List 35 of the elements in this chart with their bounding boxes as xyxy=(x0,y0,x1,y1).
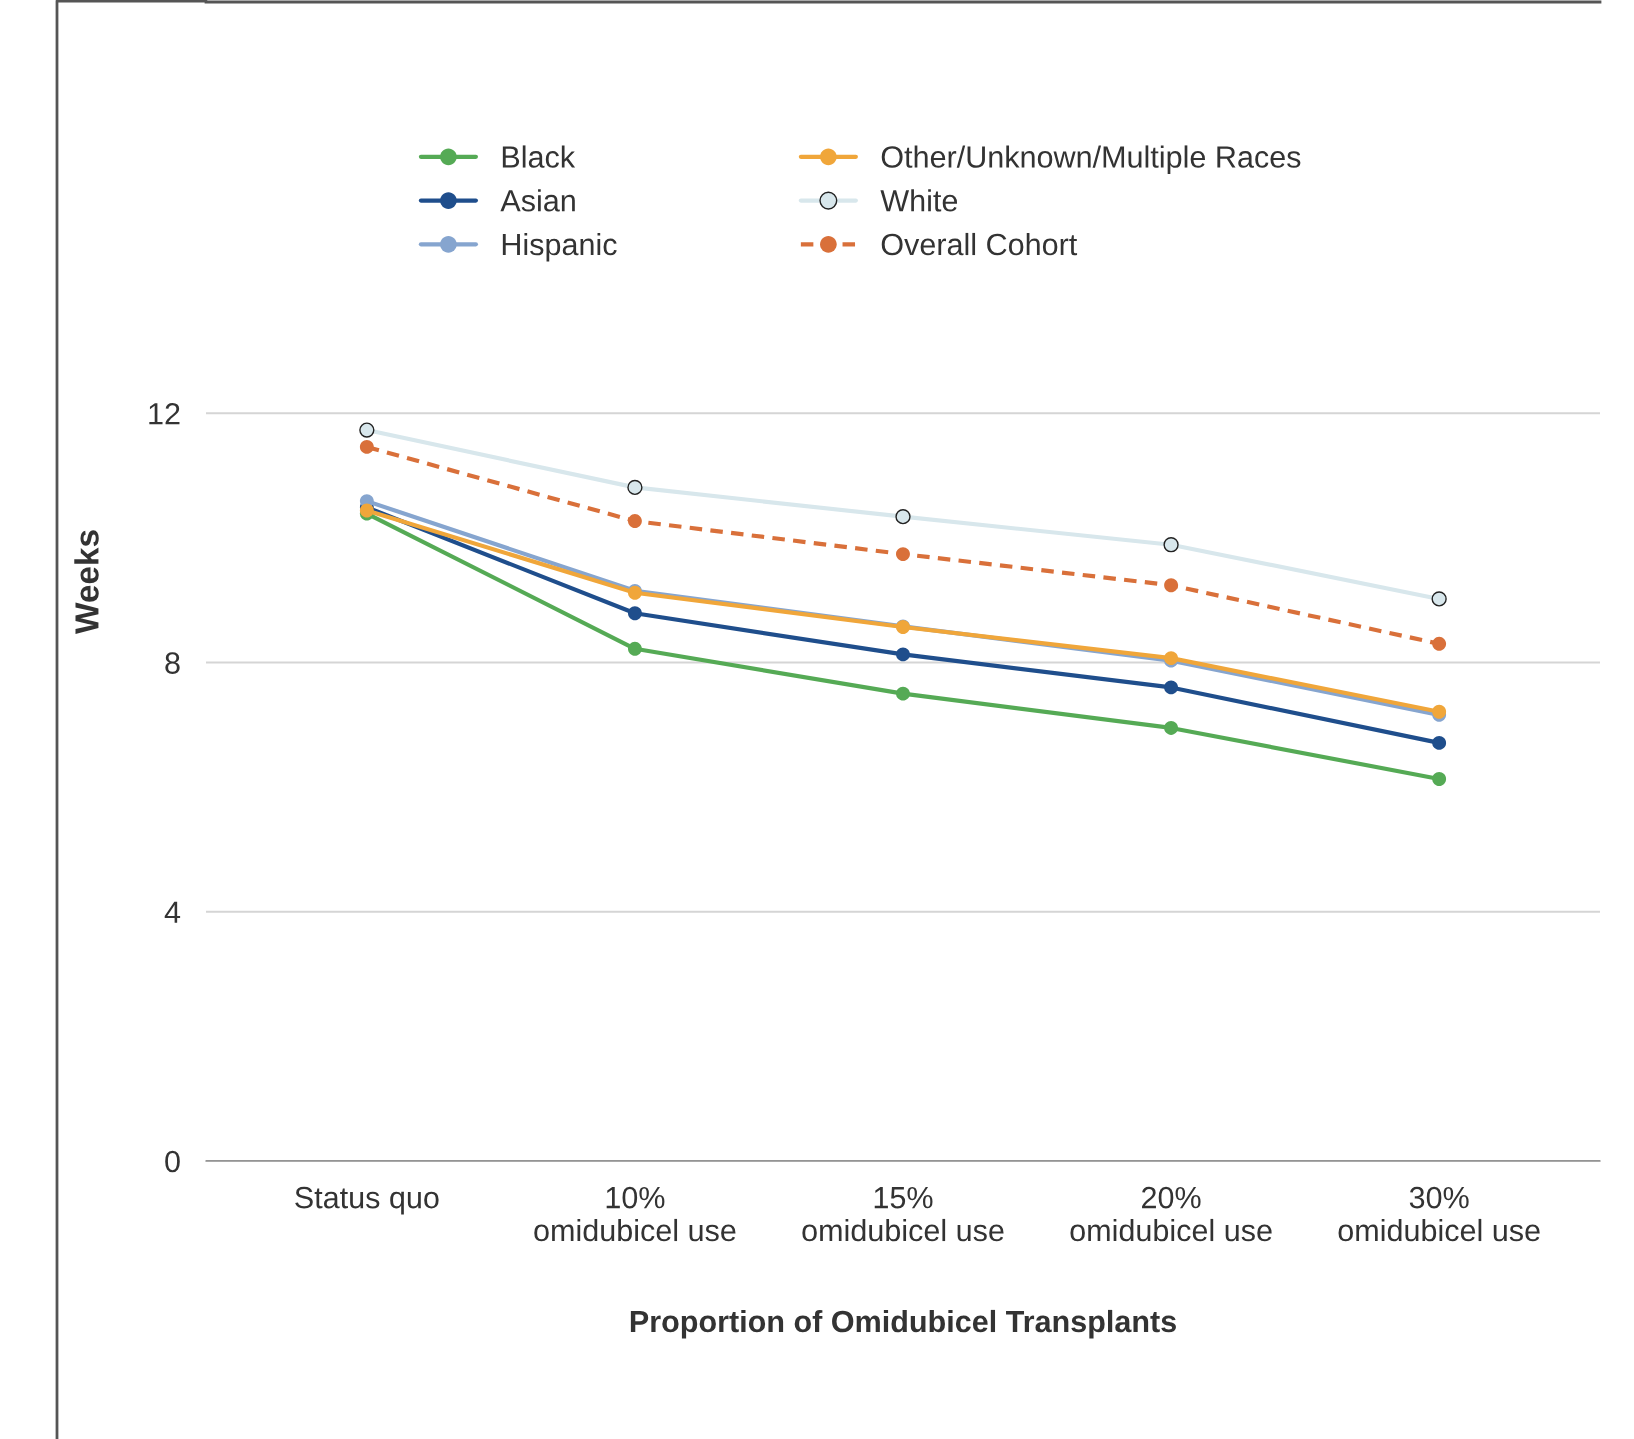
legend-label: White xyxy=(880,189,958,212)
point xyxy=(896,547,910,562)
legend-label: Hispanic xyxy=(502,232,617,262)
legend-label: Other/Unknown/Multiple Races xyxy=(881,145,1301,174)
y-axis-title: Weeks xyxy=(74,530,99,634)
point xyxy=(627,514,642,528)
point xyxy=(1432,735,1447,750)
point xyxy=(1163,537,1179,553)
y-tick-label: 12 xyxy=(149,402,180,425)
point xyxy=(896,686,910,701)
point xyxy=(895,509,911,525)
x-tick-label: 30% omidubicel use xyxy=(1338,1186,1540,1242)
point xyxy=(1432,772,1447,786)
y-tick-label: 4 xyxy=(164,901,181,923)
x-tick-label: 20% omidubicel use xyxy=(1070,1186,1272,1242)
point xyxy=(627,641,642,656)
y-tick-label: 0 xyxy=(165,1150,180,1173)
x-axis-title: Proportion of Omidubicel Transplants xyxy=(630,1309,1176,1339)
x-tick-label: 10% omidubicel use xyxy=(534,1186,736,1242)
point xyxy=(1431,591,1447,607)
y-tick-label: 8 xyxy=(165,652,180,674)
legend-label: Overall Cohort xyxy=(881,232,1078,256)
point xyxy=(359,439,374,454)
point xyxy=(896,647,910,662)
point xyxy=(1164,578,1179,593)
point xyxy=(359,422,375,438)
x-tick-label: 15% omidubicel use xyxy=(802,1186,1004,1242)
x-tick-label: Status quo xyxy=(295,1186,439,1215)
point xyxy=(1432,636,1447,651)
legend-label: Asian xyxy=(500,189,575,212)
point xyxy=(627,479,643,496)
point xyxy=(627,606,642,621)
point xyxy=(1164,680,1179,695)
point xyxy=(1164,720,1179,735)
legend-label: Black xyxy=(502,145,576,168)
